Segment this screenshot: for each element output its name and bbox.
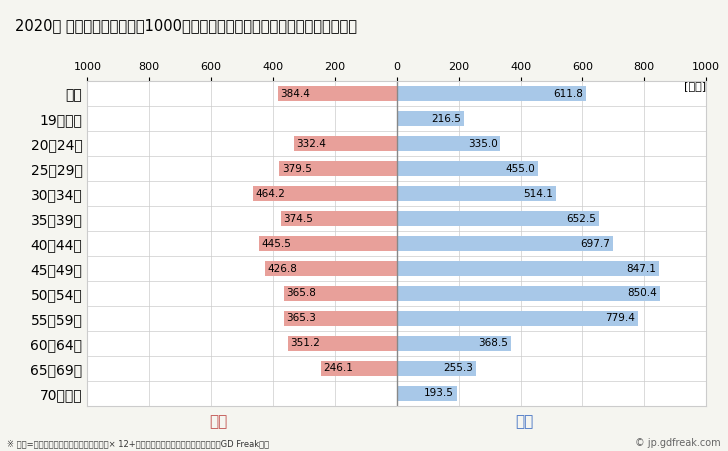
Text: 351.2: 351.2 [290, 338, 320, 349]
Bar [397, 111, 464, 126]
Bar [294, 136, 397, 151]
Text: 384.4: 384.4 [280, 89, 310, 99]
Bar [284, 311, 397, 326]
Text: 514.1: 514.1 [523, 189, 553, 198]
Text: 455.0: 455.0 [505, 164, 535, 174]
Bar [397, 286, 660, 301]
Text: 246.1: 246.1 [323, 364, 353, 373]
Text: 697.7: 697.7 [580, 239, 610, 249]
Text: 445.5: 445.5 [261, 239, 291, 249]
Bar [397, 211, 598, 226]
Text: 779.4: 779.4 [606, 313, 636, 323]
Text: ※ 年収=「きまって支給する現金給与額」× 12+「年間賞与その他特別給与額」としてGD Freak推計: ※ 年収=「きまって支給する現金給与額」× 12+「年間賞与その他特別給与額」と… [7, 439, 269, 448]
Text: 193.5: 193.5 [424, 388, 454, 398]
Text: 379.5: 379.5 [282, 164, 312, 174]
Bar [278, 86, 397, 101]
Bar [397, 361, 476, 376]
Bar [397, 236, 613, 251]
Text: 335.0: 335.0 [468, 138, 498, 149]
Text: 男性: 男性 [515, 414, 534, 429]
Text: 847.1: 847.1 [627, 263, 657, 273]
Text: 368.5: 368.5 [478, 338, 508, 349]
Text: 652.5: 652.5 [566, 214, 596, 224]
Bar [259, 236, 397, 251]
Bar [320, 361, 397, 376]
Bar [397, 336, 511, 351]
Bar [397, 186, 555, 201]
Text: 464.2: 464.2 [256, 189, 285, 198]
Bar [288, 336, 397, 351]
Text: 332.4: 332.4 [296, 138, 326, 149]
Text: 426.8: 426.8 [267, 263, 297, 273]
Text: © jp.gdfreak.com: © jp.gdfreak.com [635, 438, 721, 448]
Bar [397, 86, 586, 101]
Text: [万円]: [万円] [684, 81, 706, 91]
Text: 216.5: 216.5 [432, 114, 462, 124]
Bar [253, 186, 397, 201]
Text: 365.3: 365.3 [286, 313, 316, 323]
Text: 611.8: 611.8 [554, 89, 584, 99]
Bar [280, 161, 397, 176]
Text: 374.5: 374.5 [283, 214, 313, 224]
Bar [397, 311, 638, 326]
Bar [265, 261, 397, 276]
Bar [281, 211, 397, 226]
Text: 女性: 女性 [209, 414, 228, 429]
Bar [284, 286, 397, 301]
Bar [397, 386, 456, 401]
Text: 255.3: 255.3 [443, 364, 473, 373]
Text: 2020年 民間企業（従業者数1000人以上）フルタイム労働者の男女別平均年収: 2020年 民間企業（従業者数1000人以上）フルタイム労働者の男女別平均年収 [15, 18, 357, 33]
Text: 850.4: 850.4 [628, 289, 657, 299]
Bar [397, 161, 537, 176]
Text: 365.8: 365.8 [286, 289, 316, 299]
Bar [397, 261, 659, 276]
Bar [397, 136, 500, 151]
